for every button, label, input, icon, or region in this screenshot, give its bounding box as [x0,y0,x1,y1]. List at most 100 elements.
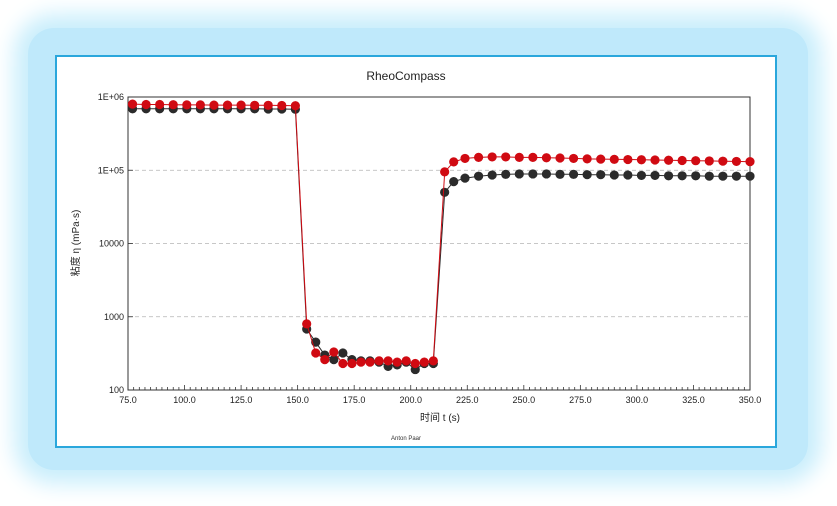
data-point [636,170,647,181]
data-point [745,157,755,167]
data-point [236,100,246,110]
data-point [623,170,633,180]
x-tick-label: 275.0 [569,395,592,405]
data-point [302,319,312,329]
data-point [541,153,552,163]
chart-frame [55,55,777,448]
series-line [132,103,751,365]
data-point [392,357,402,367]
data-point [320,355,330,365]
data-point [691,171,701,181]
grid-lines [128,169,750,318]
x-tick-label: 350.0 [739,395,762,405]
data-point [460,173,470,183]
data-point [663,155,674,165]
data-point [290,101,300,111]
data-point [677,155,687,166]
data-point [487,152,497,162]
data-point [568,153,579,164]
data-point [568,169,579,179]
data-point [501,152,511,162]
data-point [449,157,459,167]
data-point [541,169,552,179]
data-point [383,356,393,366]
y-axis-label: 粘度 η (mPa·s) [69,210,82,277]
data-point [691,156,701,166]
data-point [329,347,339,357]
data-point [338,358,348,369]
y-tick-label: 1E+05 [98,165,124,175]
data-point [440,167,450,177]
y-tick-label: 100 [109,385,124,395]
data-point [311,348,321,358]
data-point [582,154,592,164]
series-line [132,108,750,371]
data-point [514,152,524,162]
data-point [410,358,420,369]
data-point [209,100,219,110]
x-tick-label: 225.0 [456,395,479,405]
x-tick-label: 150.0 [286,395,309,405]
y-tick-label: 1E+06 [98,92,124,102]
data-point [663,171,674,181]
data-point [401,356,411,366]
data-point [449,176,459,187]
x-tick-label: 75.0 [119,395,137,405]
data-point [311,337,321,347]
data-point [473,171,484,181]
data-point [555,169,565,179]
data-point [704,156,714,166]
data-point [501,169,511,179]
data-point [704,171,714,181]
x-axis-label: 时间 t (s) [420,411,460,424]
data-point [473,152,484,162]
data-point [677,171,687,181]
data-point [596,154,606,164]
data-point [636,155,647,165]
data-point [528,152,538,162]
data-point [609,154,619,164]
data-point [277,100,287,111]
data-point [460,153,470,164]
data-point [718,156,728,166]
data-point [195,100,205,110]
data-point [514,169,524,179]
axes: 75.0 100.0 125.0 150.0 175.0 200.0 225.0 250.0 2… [98,92,762,405]
data-point [718,171,728,181]
x-tick-label: 325.0 [682,395,705,405]
data-point [555,153,565,163]
data-point [365,357,375,367]
data-point [347,358,357,369]
y-tick-label: 1000 [104,312,124,322]
data-point [222,100,233,110]
data-point [596,170,606,180]
x-tick-label: 250.0 [513,395,536,405]
data-point [582,170,592,180]
data-point [428,356,438,366]
data-point [374,356,384,366]
x-tick-label: 125.0 [230,395,253,405]
data-point [609,170,619,180]
data-point [250,100,260,110]
data-point [155,99,165,110]
data-point [528,169,538,179]
data-point [623,154,633,165]
data-point [356,357,366,367]
data-point [745,171,755,181]
series-layer [127,99,755,375]
y-tick-label: 10000 [99,239,124,249]
data-point [731,156,742,167]
x-tick-label: 200.0 [399,395,422,405]
credit-text: Anton Paar [391,436,421,442]
data-point [182,100,192,110]
chart-title: RheoCompass [366,69,445,83]
data-point [141,99,151,110]
data-point [168,100,178,110]
data-point [127,99,138,109]
data-point [487,170,497,180]
data-point [263,100,273,110]
data-point [731,171,742,181]
x-tick-label: 300.0 [626,395,649,405]
x-tick-label: 100.0 [173,395,196,405]
